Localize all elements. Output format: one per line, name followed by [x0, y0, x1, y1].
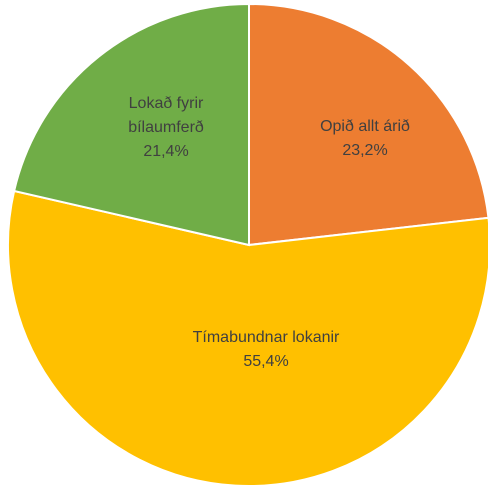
value-label: 23,2% — [342, 142, 388, 159]
category-label: Lokað fyrir bílaumferð — [128, 95, 204, 136]
slice-label: Lokað fyrir bílaumferð 21,4% — [106, 92, 226, 164]
value-label: 55,4% — [243, 353, 289, 370]
category-label: Tímabundnar lokanir — [192, 329, 340, 346]
slice-label: Tímabundnar lokanir 55,4% — [156, 326, 376, 374]
pie-slice — [248, 2, 488, 247]
value-label: 21,4% — [143, 143, 189, 160]
category-label: Opið allt árið — [320, 118, 410, 135]
slice-label: Opið allt árið 23,2% — [295, 115, 435, 163]
pie-slice — [12, 2, 250, 247]
